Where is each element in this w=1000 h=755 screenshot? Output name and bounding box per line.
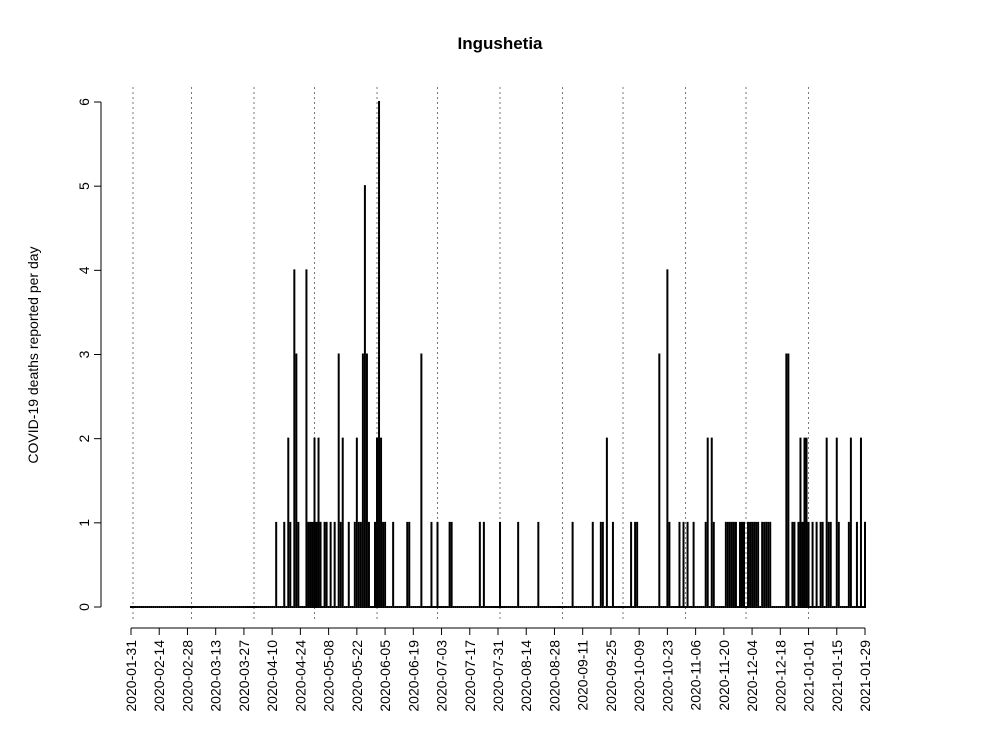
y-tick-label: 6 xyxy=(76,98,92,106)
y-tick-label: 1 xyxy=(76,519,92,527)
x-tick-label: 2020-10-23 xyxy=(659,640,675,712)
x-tick-label: 2020-11-20 xyxy=(716,640,732,711)
x-tick-label: 2020-05-22 xyxy=(349,640,365,712)
x-tick-label: 2020-05-08 xyxy=(321,640,337,712)
x-tick-label: 2020-02-28 xyxy=(179,640,195,712)
x-tick-label: 2020-11-06 xyxy=(688,640,704,711)
x-tick-label: 2020-01-31 xyxy=(123,640,139,712)
y-tick-label: 5 xyxy=(76,182,92,190)
x-tick-label: 2020-02-14 xyxy=(151,640,167,712)
x-tick-label: 2020-04-24 xyxy=(292,640,308,712)
x-tick-label: 2020-06-19 xyxy=(405,640,421,712)
x-tick-label: 2021-01-15 xyxy=(829,640,845,712)
y-tick-label: 2 xyxy=(76,435,92,443)
x-tick-label: 2020-08-14 xyxy=(518,640,534,712)
x-tick-label: 2020-07-03 xyxy=(434,640,450,712)
y-tick-label: 0 xyxy=(76,603,92,611)
x-tick-label: 2020-03-13 xyxy=(208,640,224,712)
y-axis-label: COVID-19 deaths reported per day xyxy=(25,246,41,463)
x-tick-label: 2020-09-11 xyxy=(575,640,591,711)
y-tick-label: 3 xyxy=(76,350,92,358)
x-tick-label: 2020-08-28 xyxy=(546,640,562,712)
chart-title: Ingushetia xyxy=(457,34,543,53)
x-tick-label: 2020-09-25 xyxy=(603,640,619,712)
x-tick-label: 2020-04-10 xyxy=(264,640,280,712)
x-tick-label: 2020-12-04 xyxy=(744,640,760,712)
x-tick-label: 2020-12-18 xyxy=(772,640,788,712)
x-tick-label: 2020-03-27 xyxy=(236,640,252,712)
x-tick-label: 2021-01-29 xyxy=(857,640,873,712)
x-tick-label: 2020-07-31 xyxy=(490,640,506,712)
x-tick-label: 2020-10-09 xyxy=(631,640,647,712)
x-tick-label: 2021-01-01 xyxy=(801,640,817,712)
x-tick-label: 2020-07-17 xyxy=(462,640,478,712)
y-tick-label: 4 xyxy=(76,266,92,274)
x-tick-label: 2020-06-05 xyxy=(377,640,393,712)
